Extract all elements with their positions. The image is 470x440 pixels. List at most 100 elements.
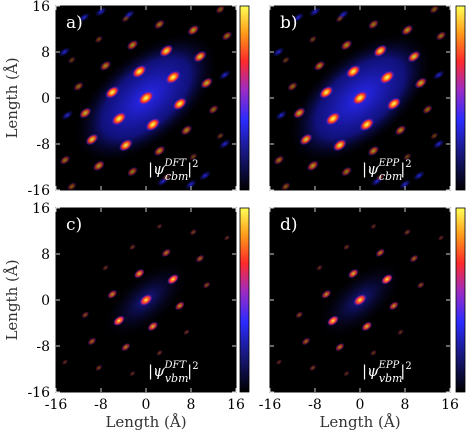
density-spot — [386, 97, 401, 111]
density-spot — [167, 274, 179, 285]
density-spot — [208, 105, 219, 114]
density-spot — [129, 244, 136, 251]
density-spot — [375, 248, 386, 258]
legend-method: DFT — [163, 158, 187, 169]
density-spot — [437, 235, 445, 241]
density-spot — [147, 321, 159, 332]
density-spot — [299, 133, 313, 146]
density-spot — [376, 173, 385, 181]
legend-method: EPP — [378, 360, 400, 371]
density-field — [61, 223, 231, 377]
x-tick-label: 16 — [441, 397, 459, 413]
y-axis-label: Length (Å) — [3, 259, 21, 340]
density-spot — [301, 337, 311, 346]
density-spot — [353, 294, 367, 306]
density-spot — [174, 301, 185, 311]
x-tick-label: -16 — [45, 397, 68, 413]
panel-label: b) — [280, 13, 298, 33]
x-axis-label: Length (Å) — [319, 413, 400, 431]
density-spot — [275, 359, 283, 365]
legend-method: DFT — [164, 360, 188, 371]
y-tick-label: 0 — [41, 91, 50, 107]
panel-b: b) |ψcbmEPP|2 — [269, 5, 466, 191]
panel-legend: |ψcbmDFT|2 — [148, 158, 199, 183]
density-spot — [422, 105, 433, 114]
x-tick-label: 0 — [356, 397, 365, 413]
legend-psi: |ψ — [362, 160, 379, 178]
y-tick-label: 16 — [32, 201, 50, 217]
y-tick-label: 0 — [41, 293, 50, 309]
panel-legend: |ψcbmEPP|2 — [362, 158, 412, 183]
density-spot — [165, 70, 181, 84]
density-spot — [162, 173, 171, 181]
density-spot — [127, 166, 138, 177]
y-tick-label: 16 — [32, 0, 50, 15]
density-spot — [397, 329, 404, 336]
panel-label: a) — [66, 13, 83, 33]
density-spot — [341, 166, 352, 177]
legend-state: vbm — [379, 372, 403, 385]
density-spot — [133, 268, 145, 279]
density-spot — [273, 155, 285, 165]
density-spot — [200, 77, 213, 89]
density-spot — [313, 60, 326, 71]
colorbar — [239, 207, 250, 393]
density-field — [272, 6, 447, 190]
density-spot — [308, 35, 317, 44]
density-spot — [111, 112, 127, 126]
x-tick-label: 16 — [227, 397, 245, 413]
density-spot — [129, 370, 136, 377]
density-spot — [223, 235, 231, 241]
density-blob — [432, 70, 445, 80]
density-spot — [407, 50, 421, 63]
density-spot — [370, 223, 377, 230]
density-spot — [309, 364, 317, 372]
density-spot — [346, 65, 361, 78]
x-tick-label: -16 — [259, 397, 282, 413]
density-spot — [435, 31, 447, 41]
panel-legend: |ψvbmDFT|2 — [148, 360, 199, 385]
density-spot — [321, 289, 332, 299]
density-spot — [87, 337, 97, 346]
density-spot — [138, 90, 154, 106]
density-spot — [121, 342, 131, 352]
legend-bar: | — [400, 160, 405, 178]
legend-power: 2 — [405, 361, 411, 372]
density-spot — [394, 125, 407, 136]
y-axis-label: Length (Å) — [3, 57, 21, 138]
density-blob — [218, 139, 231, 149]
density-blob — [198, 170, 212, 181]
x-tick-label: 8 — [187, 397, 196, 413]
density-spot — [295, 311, 304, 319]
density-spot — [221, 31, 233, 41]
density-blob — [61, 110, 74, 121]
x-tick-label: 0 — [142, 397, 151, 413]
density-blob — [292, 12, 305, 23]
density-spot — [367, 145, 380, 156]
y-tick-label: 8 — [41, 247, 50, 263]
density-spot — [154, 19, 165, 30]
density-spot — [381, 274, 393, 285]
density-spot — [307, 160, 319, 171]
density-spot — [403, 228, 411, 236]
density-spot — [343, 370, 350, 377]
density-spot — [352, 90, 368, 106]
density-spot — [370, 349, 377, 356]
density-spot — [126, 40, 139, 51]
y-tick-label: -16 — [27, 385, 50, 401]
density-spot — [121, 15, 130, 23]
density-spot — [145, 118, 160, 131]
legend-psi: |ψ — [362, 362, 379, 380]
density-spot — [132, 65, 147, 78]
density-spot — [368, 19, 379, 30]
density-spot — [105, 86, 120, 99]
density-spot — [409, 254, 419, 263]
density-spot — [95, 364, 103, 372]
density-spot — [59, 155, 71, 165]
y-tick-label: -8 — [36, 339, 50, 355]
density-spot — [107, 289, 118, 299]
density-spot — [202, 281, 211, 289]
density-spot — [430, 132, 439, 140]
density-blob — [94, 6, 108, 17]
density-spot — [379, 70, 395, 84]
